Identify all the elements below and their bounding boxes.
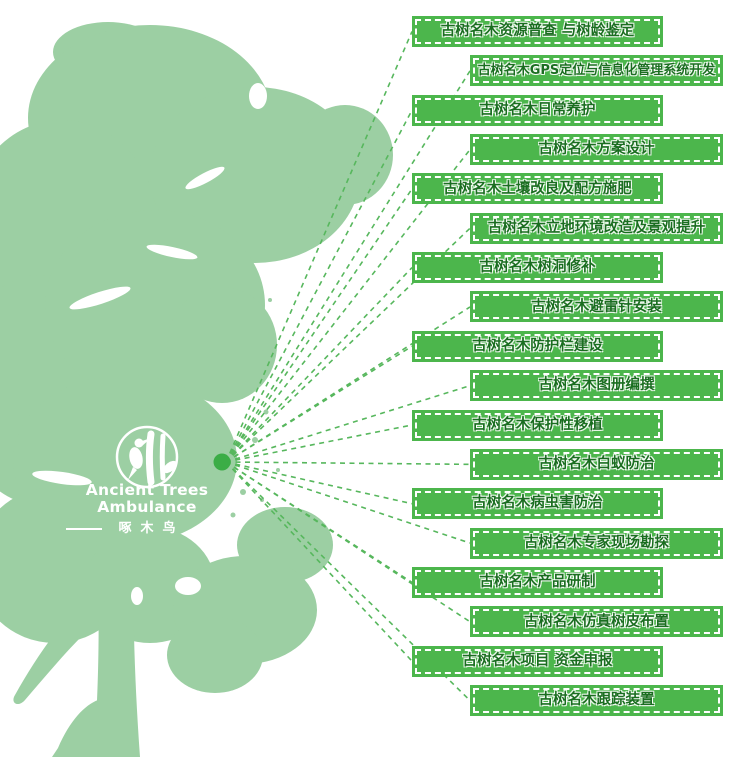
service-label: 古树名木专家现场勘探 bbox=[524, 534, 669, 551]
connector-line bbox=[225, 461, 413, 662]
service-label: 古树名木图册编撰 bbox=[538, 377, 655, 394]
service-box: 古树名木产品研制 bbox=[412, 566, 663, 598]
service-label: 古树名木土壤改良及配方施肥 bbox=[443, 180, 632, 197]
service-box-inner: 古树名木病虫害防治 bbox=[415, 491, 660, 517]
right-dash bbox=[191, 527, 228, 530]
service-box-inner: 古树名木图册编撰 bbox=[473, 373, 720, 399]
service-label: 古树名木方案设计 bbox=[538, 141, 655, 158]
connector-line bbox=[225, 70, 471, 463]
canopy-gaps bbox=[32, 20, 336, 605]
service-box-inner: 古树名木跟踪装置 bbox=[473, 687, 720, 713]
tree-trunk bbox=[13, 505, 140, 757]
service-box-inner: 古树名木白蚁防治 bbox=[473, 451, 720, 477]
service-box: 古树名木保护性移植 bbox=[412, 409, 663, 441]
service-box: 古树名木立地环境改造及景观提升 bbox=[470, 212, 723, 244]
brand-name-cn-row: 啄木鸟 bbox=[39, 522, 255, 535]
service-label: 古树名木日常养护 bbox=[479, 101, 596, 118]
connector-lines bbox=[225, 31, 471, 702]
service-box: 古树名木日常养护 bbox=[412, 94, 663, 126]
connector-line bbox=[225, 461, 413, 505]
service-box: 古树名木方案设计 bbox=[470, 134, 723, 166]
service-label: 古树名木病虫害防治 bbox=[472, 495, 603, 512]
service-box-inner: 古树名木方案设计 bbox=[473, 137, 720, 163]
brand-name-cn: 啄木鸟 bbox=[118, 521, 185, 537]
service-box-inner: 古树名木专家现场勘探 bbox=[473, 530, 720, 556]
service-label: 古树名木避雷针安装 bbox=[531, 298, 662, 315]
connector-line bbox=[225, 461, 471, 466]
connector-line bbox=[225, 461, 471, 623]
service-box-inner: 古树名木防护栏建设 bbox=[415, 333, 660, 359]
service-box-inner: 古树名木仿真树皮布置 bbox=[473, 609, 720, 635]
service-box-inner: 古树名木立地环境改造及景观提升 bbox=[473, 215, 720, 241]
hub-dot bbox=[213, 453, 231, 471]
service-label: 古树名木树洞修补 bbox=[479, 259, 596, 276]
service-box: 古树名木项目 资金申报 bbox=[412, 645, 663, 677]
connector-line bbox=[225, 424, 413, 463]
service-box-inner: 古树名木保护性移植 bbox=[415, 412, 660, 438]
connector-line bbox=[225, 188, 413, 463]
service-label: 古树名木项目 资金申报 bbox=[462, 652, 613, 669]
service-label: 古树名木资源普查 与树龄鉴定 bbox=[440, 23, 635, 40]
connector-line bbox=[225, 384, 471, 463]
brand-lockup: Ancient Trees Ambulance 啄木鸟 bbox=[39, 481, 255, 535]
service-label: 古树名木白蚁防治 bbox=[538, 456, 655, 473]
service-box-inner: 古树名木树洞修补 bbox=[415, 255, 660, 281]
service-label: 古树名木防护栏建设 bbox=[472, 338, 603, 355]
service-box: 古树名木仿真树皮布置 bbox=[470, 606, 723, 638]
service-box-inner: 古树名木资源普查 与树龄鉴定 bbox=[415, 19, 660, 44]
service-box: 古树名木跟踪装置 bbox=[470, 684, 723, 716]
service-box: 古树名木树洞修补 bbox=[412, 252, 663, 284]
woodpecker-circle-icon bbox=[115, 425, 179, 489]
connector-line bbox=[225, 31, 413, 463]
service-label: 古树名木产品研制 bbox=[479, 574, 596, 591]
service-box-inner: 古树名木土壤改良及配方施肥 bbox=[415, 176, 660, 202]
service-box: 古树名木白蚁防治 bbox=[470, 448, 723, 480]
service-box: 古树名木病虫害防治 bbox=[412, 488, 663, 520]
service-box: 古树名木专家现场勘探 bbox=[470, 527, 723, 559]
service-label: 古树名木仿真树皮布置 bbox=[524, 613, 669, 630]
service-label: 古树名木GPS定位与信息化管理系统开发 bbox=[477, 63, 716, 79]
service-label: 古树名木保护性移植 bbox=[472, 416, 603, 433]
brand-name-en: Ancient Trees Ambulance bbox=[85, 481, 209, 517]
leaf-fragments bbox=[230, 298, 280, 518]
service-box: 古树名木避雷针安装 bbox=[470, 291, 723, 323]
service-box: 古树名木图册编撰 bbox=[470, 370, 723, 402]
service-box-inner: 古树名木产品研制 bbox=[415, 569, 660, 595]
tree-canopy bbox=[0, 22, 393, 693]
connector-line bbox=[225, 345, 413, 463]
service-box-inner: 古树名木项目 资金申报 bbox=[415, 648, 660, 674]
service-label: 古树名木立地环境改造及景观提升 bbox=[487, 220, 706, 236]
connector-line bbox=[225, 461, 413, 584]
service-box: 古树名木资源普查 与树龄鉴定 bbox=[412, 16, 663, 47]
service-label: 古树名木跟踪装置 bbox=[538, 692, 655, 709]
service-box: 古树名木GPS定位与信息化管理系统开发 bbox=[470, 55, 723, 87]
service-box-inner: 古树名木避雷针安装 bbox=[473, 294, 720, 320]
service-box: 古树名木土壤改良及配方施肥 bbox=[412, 173, 663, 205]
service-box-inner: 古树名木GPS定位与信息化管理系统开发 bbox=[473, 58, 720, 84]
service-box: 古树名木防护栏建设 bbox=[412, 330, 663, 362]
connector-line bbox=[225, 267, 413, 463]
connector-line bbox=[225, 461, 471, 544]
left-dash bbox=[66, 527, 103, 530]
service-box-inner: 古树名木日常养护 bbox=[415, 97, 660, 123]
